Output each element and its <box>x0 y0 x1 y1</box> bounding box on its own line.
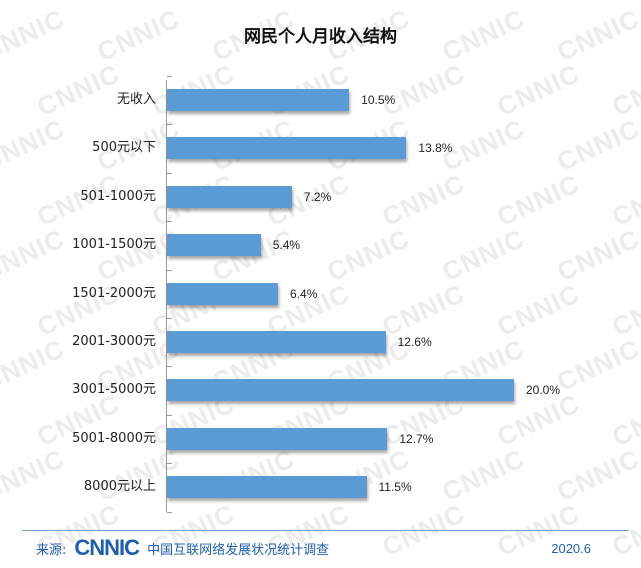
value-label: 20.0% <box>526 383 561 398</box>
category-label: 1501-2000元 <box>72 285 156 301</box>
value-label: 5.4% <box>272 238 301 253</box>
bar <box>167 427 388 450</box>
bar <box>167 331 386 353</box>
footer-divider <box>22 530 629 531</box>
axis-tick <box>167 221 172 223</box>
category-label: 1001-1500元 <box>72 237 156 253</box>
report-date: 2020.6 <box>551 540 591 556</box>
value-label: 10.5% <box>361 93 396 107</box>
bar <box>167 379 514 402</box>
axis-tick <box>167 318 172 319</box>
category-label: 2001-3000元 <box>72 334 156 349</box>
chart-title: 网民个人月收入结构 <box>244 27 397 47</box>
value-label: 12.6% <box>397 335 432 349</box>
category-label: 3001-5000元 <box>72 382 156 398</box>
value-label: 13.8% <box>418 141 453 156</box>
axis-tick <box>167 124 172 126</box>
category-label: 500元以下 <box>92 140 156 156</box>
axis-tick <box>167 76 172 77</box>
value-label: 12.7% <box>399 431 434 446</box>
bar <box>167 234 261 257</box>
category-label: 5001-8000元 <box>72 430 156 446</box>
bar <box>167 185 292 208</box>
category-label: 501-1000元 <box>80 188 156 204</box>
bar <box>167 282 279 305</box>
value-label: 6.4% <box>290 286 318 301</box>
axis-tick <box>167 511 172 513</box>
survey-name: 中国互联网络发展状况统计调查 <box>147 542 330 558</box>
y-axis-line <box>166 80 167 512</box>
bar <box>167 89 350 111</box>
axis-tick <box>167 172 172 174</box>
bar <box>167 137 407 160</box>
bar <box>167 476 367 499</box>
footer: 来源: CNNIC 中国互联网络发展状况统计调查 2020.6 <box>36 535 591 560</box>
cnnic-logo: CNNIC <box>74 535 140 560</box>
axis-tick <box>167 414 172 416</box>
bar-chart: 无收入 10.5% 500元以下 13.8% 501-1000元 7.2% 1001-150… <box>72 76 561 513</box>
category-label: 8000元以上 <box>83 479 156 495</box>
value-label: 11.5% <box>378 480 412 495</box>
value-label: 7.2% <box>303 189 332 204</box>
axis-tick <box>167 366 172 368</box>
axis-tick <box>167 269 172 271</box>
axis-tick <box>167 463 172 465</box>
source-label: 来源: <box>36 542 67 558</box>
category-label: 无收入 <box>116 92 156 107</box>
